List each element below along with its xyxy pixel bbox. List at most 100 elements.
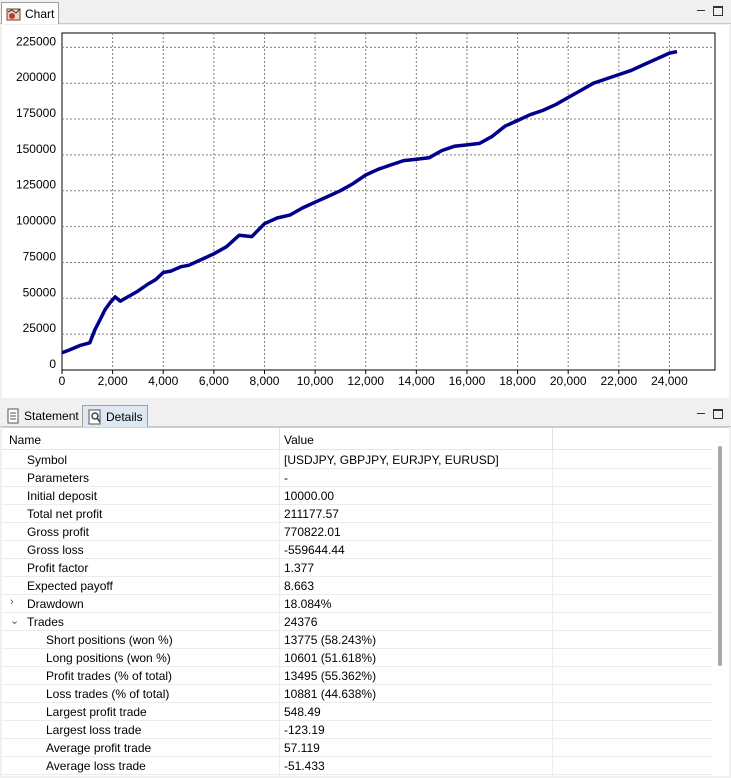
row-value: 548.49	[284, 705, 321, 719]
table-row[interactable]: Short positions (won %) 13775 (58.243%)	[2, 631, 712, 649]
column-divider	[279, 450, 280, 776]
row-name: Expected payoff	[27, 579, 113, 593]
row-value: -123.19	[284, 723, 325, 737]
x-tick-label: 16,000	[449, 374, 486, 388]
column-divider[interactable]	[279, 428, 280, 450]
table-row[interactable]: Largest loss trade -123.19	[2, 721, 712, 739]
row-value: [USDJPY, GBPJPY, EURJPY, EURUSD]	[284, 453, 499, 467]
table-row[interactable]: Parameters -	[2, 469, 712, 487]
tab-details-label: Details	[106, 409, 143, 424]
minimize-icon[interactable]	[696, 409, 706, 419]
table-row[interactable]: Average profit trade 57.119	[2, 739, 712, 757]
x-tick-label: 22,000	[600, 374, 637, 388]
table-row[interactable]: Gross profit 770822.01	[2, 523, 712, 541]
row-name: Average profit trade	[46, 741, 152, 755]
row-value: 10601 (51.618%)	[284, 651, 377, 665]
table-row[interactable]: Profit trades (% of total) 13495 (55.362%…	[2, 667, 712, 685]
details-panel-header: Statement Details	[0, 403, 731, 427]
equity-series-line	[61, 49, 678, 355]
y-tick-label: 75000	[23, 249, 57, 263]
tab-chart-label: Chart	[25, 6, 55, 21]
row-name: Loss trades (% of total)	[46, 687, 170, 701]
x-tick-label: 14,000	[398, 374, 435, 388]
row-value: -51.433	[284, 759, 325, 773]
row-value: 13775 (58.243%)	[284, 633, 377, 647]
tab-statement-label: Statement	[24, 409, 79, 423]
x-tick-label: 12,000	[347, 374, 384, 388]
chart-area: 0 25000 50000 75000 100000 125000 150000 175000…	[2, 25, 729, 398]
maximize-icon[interactable]	[713, 409, 723, 419]
row-value: 211177.57	[284, 507, 339, 521]
y-tick-label: 225000	[16, 34, 56, 48]
x-tick-label: 24,000	[651, 374, 688, 388]
plot-frame	[61, 32, 716, 371]
table-row[interactable]: › Drawdown 18.084%	[2, 595, 712, 613]
chart-panel-header: Chart	[0, 0, 731, 24]
maximize-icon[interactable]	[713, 6, 723, 16]
row-name: Gross loss	[27, 543, 84, 557]
table-row[interactable]: Initial deposit 10000.00	[2, 487, 712, 505]
table-header: Name Value	[2, 428, 712, 450]
tab-statement[interactable]: Statement	[1, 405, 83, 427]
y-tick-label: 0	[49, 357, 56, 371]
row-name: Initial deposit	[27, 489, 98, 503]
column-header-name[interactable]: Name	[9, 433, 42, 447]
row-name: Profit factor	[27, 561, 89, 575]
row-name: Parameters	[27, 471, 90, 485]
table-row[interactable]: Largest profit trade 548.49	[2, 703, 712, 721]
chevron-right-icon[interactable]: ›	[10, 596, 14, 608]
row-value: 770822.01	[284, 525, 341, 539]
x-tick-label: 0	[59, 374, 66, 388]
table-row[interactable]: Profit factor 1.377	[2, 559, 712, 577]
row-name: Profit trades (% of total)	[46, 669, 173, 683]
x-tick-label: 6,000	[199, 374, 229, 388]
minimize-icon[interactable]	[696, 6, 706, 16]
row-value: 10881 (44.638%)	[284, 687, 377, 701]
table-row[interactable]: Symbol [USDJPY, GBPJPY, EURJPY, EURUSD]	[2, 451, 712, 469]
row-value: 10000.00	[284, 489, 335, 503]
vertical-scrollbar[interactable]	[714, 428, 729, 776]
row-value: 57.119	[284, 741, 320, 755]
y-tick-label: 50000	[23, 285, 57, 299]
y-tick-label: 200000	[16, 70, 56, 84]
x-tick-label: 4,000	[148, 374, 178, 388]
row-name: Total net profit	[27, 507, 103, 521]
tab-details[interactable]: Details	[82, 405, 148, 427]
document-icon	[5, 408, 21, 424]
row-name: Gross profit	[27, 525, 90, 539]
chevron-down-icon[interactable]: ⌄	[10, 615, 20, 627]
details-table: Name Value Symbol [USDJPY, GBPJPY, EURJPY…	[2, 427, 729, 776]
table-row[interactable]: Average loss trade -51.433	[2, 757, 712, 775]
y-tick-label: 100000	[16, 214, 56, 228]
table-row[interactable]: Loss trades (% of total) 10881 (44.638%)	[2, 685, 712, 703]
y-tick-label: 150000	[16, 142, 56, 156]
tab-chart[interactable]: Chart	[1, 2, 60, 24]
row-value: 18.084%	[284, 597, 332, 611]
column-header-value[interactable]: Value	[284, 433, 314, 447]
row-value: 13495 (55.362%)	[284, 669, 377, 683]
details-icon	[87, 409, 103, 425]
x-tick-label: 8,000	[249, 374, 279, 388]
x-tick-label: 20,000	[550, 374, 587, 388]
x-tick-label: 10,000	[297, 374, 334, 388]
equity-chart: 0 25000 50000 75000 100000 125000 150000 175000…	[16, 32, 716, 388]
y-tick-label: 175000	[16, 106, 56, 120]
table-row[interactable]: Total net profit 211177.57	[2, 505, 712, 523]
table-row[interactable]: Gross loss -559644.44	[2, 541, 712, 559]
row-name: Drawdown	[27, 597, 84, 611]
row-name: Short positions (won %)	[46, 633, 173, 647]
table-row[interactable]: Expected payoff 8.663	[2, 577, 712, 595]
x-tick-label: 18,000	[499, 374, 536, 388]
row-value: 1.377	[284, 561, 315, 575]
row-name: Average loss trade	[46, 759, 146, 773]
row-name: Largest loss trade	[46, 723, 142, 737]
column-divider[interactable]	[552, 428, 553, 450]
table-row[interactable]: ⌄ Trades 24376	[2, 613, 712, 631]
row-value: -559644.44	[284, 543, 345, 557]
y-tick-label: 125000	[16, 178, 56, 192]
chart-icon	[6, 6, 22, 22]
x-tick-label: 2,000	[98, 374, 128, 388]
scrollbar-thumb[interactable]	[718, 446, 722, 666]
row-name: Trades	[27, 615, 64, 629]
table-row[interactable]: Long positions (won %) 10601 (51.618%)	[2, 649, 712, 667]
